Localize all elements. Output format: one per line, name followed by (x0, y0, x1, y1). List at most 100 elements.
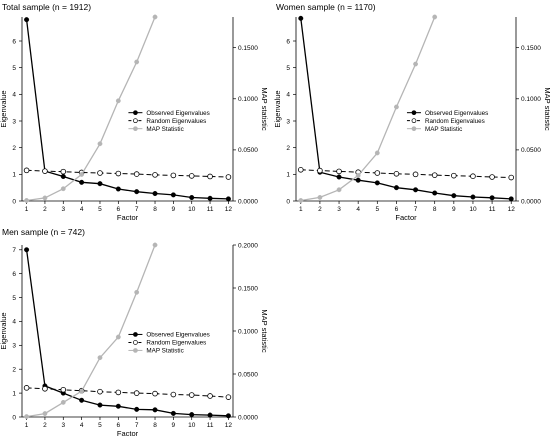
legend-label: Random Eigenvalues (146, 118, 206, 125)
x-tick-label: 1 (299, 206, 303, 213)
y-tick-label: 5 (12, 295, 16, 302)
x-tick-label: 2 (318, 206, 322, 213)
y2-tick-label: 0.1500 (521, 45, 541, 52)
series-line-3 (26, 16, 156, 202)
y-tick-label: 0 (286, 198, 290, 205)
data-point-series-2 (152, 390, 158, 397)
data-point-series-2 (170, 172, 177, 179)
data-point-series-3 (134, 59, 140, 65)
x-tick-label: 10 (188, 206, 196, 213)
data-point-series-3 (355, 173, 361, 178)
data-point-series-2 (60, 386, 67, 393)
legend-marker (133, 110, 138, 116)
x-tick-label: 2 (43, 422, 47, 429)
x-tick-label: 11 (489, 206, 496, 213)
y-tick-label: 2 (286, 145, 290, 152)
data-point-series-2 (23, 167, 30, 174)
data-point-series-2 (412, 171, 419, 178)
data-point-series-2 (133, 390, 140, 396)
y2-tick-label: 0.0000 (238, 198, 258, 205)
y-tick-label: 4 (12, 92, 16, 99)
data-point-series-1 (355, 177, 361, 183)
data-point-series-3 (134, 289, 140, 295)
data-point-series-2 (393, 171, 400, 177)
data-point-series-3 (298, 198, 304, 203)
data-point-series-1 (60, 173, 66, 179)
x-tick-label: 8 (153, 206, 157, 213)
data-point-series-1 (97, 181, 103, 187)
data-point-series-3 (24, 198, 29, 203)
x-tick-label: 3 (61, 422, 65, 429)
data-point-series-1 (134, 406, 140, 412)
legend-marker (411, 110, 417, 116)
x-tick-label: 2 (43, 206, 47, 213)
y-tick-label: 4 (12, 319, 16, 326)
data-point-series-3 (374, 150, 380, 156)
data-point-series-2 (317, 167, 323, 174)
y-tick-label: 2 (12, 145, 16, 152)
legend-marker (133, 340, 138, 345)
legend-marker (133, 332, 138, 337)
y-tick-label: 1 (286, 172, 290, 179)
x-tick-label: 7 (135, 206, 139, 213)
data-point-series-3 (317, 195, 323, 200)
data-point-series-2 (451, 172, 457, 179)
data-point-series-1 (115, 186, 121, 192)
data-point-series-1 (489, 195, 495, 201)
x-tick-label: 6 (117, 422, 121, 429)
y-tick-label: 5 (12, 65, 16, 72)
data-point-series-3 (79, 388, 85, 394)
legend-label: Random Eigenvalues (146, 340, 206, 347)
y-axis-label: Eigenvalue (273, 90, 282, 127)
data-point-series-1 (225, 196, 231, 202)
legend-marker (133, 118, 138, 124)
x-tick-label: 6 (117, 206, 121, 213)
data-point-series-3 (60, 186, 66, 192)
data-point-series-1 (393, 185, 399, 191)
x-tick-label: 8 (433, 206, 437, 213)
y2-axis-label: MAP statistic (260, 87, 269, 130)
data-point-series-2 (336, 168, 342, 175)
data-point-series-1 (115, 403, 121, 409)
series-line-1 (25, 19, 229, 200)
x-tick-label: 1 (25, 206, 29, 213)
legend-label: MAP Statistic (146, 126, 183, 133)
x-axis-label: Factor (395, 213, 417, 222)
data-point-series-2 (489, 174, 495, 180)
y-tick-label: 3 (286, 118, 290, 125)
data-point-series-1 (134, 189, 140, 195)
data-point-series-1 (97, 402, 103, 408)
x-tick-label: 11 (207, 422, 214, 429)
data-point-series-1 (336, 174, 342, 180)
x-tick-label: 8 (153, 422, 157, 429)
data-point-series-1 (451, 193, 457, 199)
data-point-series-2 (152, 172, 158, 178)
y-tick-label: 2 (12, 367, 16, 374)
series-line-1 (300, 18, 512, 200)
y-tick-label: 5 (286, 65, 290, 72)
x-tick-label: 9 (172, 422, 176, 429)
data-point-series-1 (170, 192, 176, 198)
x-tick-label: 5 (98, 206, 102, 213)
data-point-series-3 (42, 195, 48, 201)
x-tick-label: 3 (337, 206, 341, 213)
data-point-series-2 (188, 392, 195, 398)
data-point-series-1 (298, 15, 304, 21)
y-tick-label: 4 (286, 92, 290, 99)
data-point-series-1 (225, 413, 231, 419)
series-line-3 (300, 16, 436, 202)
data-point-series-3 (97, 141, 103, 147)
data-point-series-1 (24, 17, 30, 23)
chart-title: Total sample (n = 1912) (2, 2, 91, 12)
legend-label: Random Eigenvalues (425, 118, 485, 125)
y2-tick-label: 0.0000 (238, 414, 258, 421)
x-tick-label: 9 (172, 206, 176, 213)
y-tick-label: 1 (12, 390, 16, 397)
y-axis-label: Eigenvalue (0, 312, 8, 349)
x-tick-label: 12 (225, 206, 233, 213)
data-point-series-2 (225, 174, 232, 180)
x-tick-label: 11 (207, 206, 214, 213)
y2-axis-label: MAP statistic (543, 87, 550, 130)
data-point-series-2 (42, 168, 48, 174)
